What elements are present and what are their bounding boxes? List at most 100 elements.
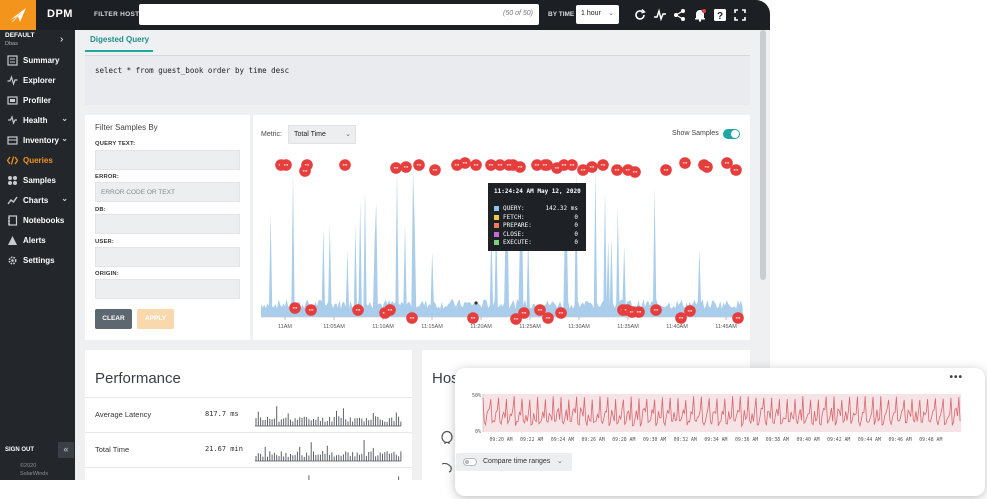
card-menu-icon[interactable]: ••• [949,372,963,383]
perf-row-value: 817.7 ms [205,410,239,418]
inventory-icon [6,134,18,146]
clear-button[interactable]: CLEAR [95,309,132,329]
sample-marker[interactable]: ••• [305,304,317,316]
sample-marker[interactable]: ••• [675,312,687,324]
sample-marker[interactable]: ••• [352,304,364,316]
solarwinds-logo[interactable] [0,0,36,30]
tooltip-swatch [494,214,499,220]
sample-marker[interactable]: ••• [534,304,546,316]
sample-marker[interactable]: ••• [650,304,662,316]
compare-time-ranges-button[interactable]: Compare time ranges ⌄ [456,453,572,471]
show-samples-toggle[interactable] [723,129,740,139]
sidebar-item-explorer[interactable]: Explorer [0,70,75,90]
sample-marker[interactable]: ••• [429,164,441,176]
samples-chart[interactable]: 11AM 11:05AM 11:10AM 11:15AM 11:20AM 11:25AM 1… [253,115,750,340]
sample-marker[interactable]: ••• [597,159,609,171]
sample-marker[interactable]: ••• [633,306,645,318]
sample-marker[interactable]: ••• [531,159,543,171]
sample-marker[interactable]: ••• [510,313,522,325]
sample-marker[interactable]: ••• [542,312,554,324]
sample-marker[interactable]: ••• [467,312,479,324]
tooltip-row-value: 142.32 ms [545,205,578,212]
tooltip-row-value: 0 [574,239,578,246]
sample-marker[interactable]: ••• [730,164,742,176]
sample-marker[interactable]: ••• [566,159,578,171]
sample-marker[interactable]: ••• [384,304,396,316]
sample-marker[interactable]: ••• [629,166,641,178]
sample-marker[interactable]: ••• [494,159,506,171]
chevron-down-icon: ⌄ [608,10,614,17]
sample-marker[interactable]: ••• [539,159,551,171]
mini-x-label: 09:28 AM [612,437,635,443]
sample-marker[interactable]: ••• [701,161,713,173]
sample-marker[interactable]: ••• [555,307,567,319]
svg-text:•••: ••• [590,165,595,170]
sidebar-item-health[interactable]: Health ⌄ [0,110,75,130]
sample-marker[interactable]: ••• [459,157,471,169]
tooltip-row-name: PREPARE: [503,222,532,229]
chevron-down-icon: ⌄ [61,194,68,203]
sample-marker[interactable]: ••• [339,159,351,171]
sidebar-item-notebooks[interactable]: Notebooks [0,210,75,230]
sample-marker[interactable]: ••• [611,164,623,176]
pulse-icon[interactable] [653,8,667,22]
sidebar-item-inventory[interactable]: Inventory ⌄ [0,130,75,150]
alerts-icon [6,234,18,246]
sample-marker[interactable]: ••• [732,312,744,324]
sample-marker[interactable]: ••• [299,165,311,177]
sample-marker[interactable]: ••• [400,161,412,173]
sample-marker[interactable]: ••• [660,164,672,176]
sample-marker[interactable]: ••• [518,307,530,319]
context-switcher[interactable]: DEFAULT Dbas › [0,30,75,50]
sample-marker[interactable]: ••• [406,312,418,324]
sample-marker[interactable]: ••• [721,157,733,169]
sample-marker[interactable]: ••• [413,159,425,171]
sidebar-item-samples[interactable]: Samples [0,170,75,190]
sidebar-item-queries[interactable]: Queries [0,150,75,170]
collapse-sidebar-icon[interactable]: « [58,442,74,458]
error-input[interactable]: ERROR CODE OR TEXT [95,182,240,202]
apply-button[interactable]: APPLY [137,309,174,329]
user-input[interactable] [95,247,240,267]
logo-icon [10,8,26,23]
sample-marker[interactable]: ••• [485,159,497,171]
query-text-input[interactable] [95,150,240,170]
sample-marker[interactable]: ••• [679,157,691,169]
svg-text:•••: ••• [679,316,684,321]
sidebar-item-charts[interactable]: Charts ⌄ [0,190,75,210]
mini-x-label: 09:42 AM [827,437,850,443]
db-input[interactable] [95,214,240,234]
sample-marker[interactable]: ••• [289,302,301,314]
tab-digested-query[interactable]: Digested Query [85,30,153,52]
fullscreen-icon[interactable] [733,8,747,22]
filter-hosts-input[interactable]: (50 of 50) [139,4,539,25]
x-tick-label: 11:20AM [470,324,492,330]
svg-text:•••: ••• [543,163,548,168]
origin-label: ORIGIN: [95,271,119,277]
sidebar-item-profiler[interactable]: Profiler [0,90,75,110]
sidebar-item-label: Inventory [23,135,60,145]
sample-marker[interactable]: ••• [514,161,526,173]
origin-input[interactable] [95,279,240,299]
performance-title: Performance [95,370,181,387]
sample-marker[interactable]: ••• [558,159,570,171]
sample-marker[interactable]: ••• [503,159,515,171]
sample-marker[interactable]: ••• [470,159,482,171]
refresh-icon[interactable] [633,8,647,22]
share-icon[interactable] [673,8,687,22]
sample-marker[interactable]: ••• [390,162,402,174]
sign-out-link[interactable]: SIGN OUT [5,447,35,453]
metric-select[interactable]: Total Time ⌄ [288,125,356,144]
help-icon[interactable]: ? [713,8,727,22]
svg-text:•••: ••• [637,310,642,315]
sidebar-item-summary[interactable]: Summary [0,50,75,70]
sample-marker[interactable]: ••• [280,159,292,171]
sample-marker[interactable]: ••• [577,164,589,176]
sidebar-item-settings[interactable]: Settings [0,250,75,270]
notification-bell-icon[interactable] [693,8,707,22]
page-scrollbar[interactable] [760,30,766,280]
sidebar-item-alerts[interactable]: Alerts [0,230,75,250]
sample-marker[interactable]: ••• [586,161,598,173]
sample-marker[interactable]: ••• [684,305,696,317]
time-range-select[interactable]: 1 hour ⌄ [576,5,619,24]
